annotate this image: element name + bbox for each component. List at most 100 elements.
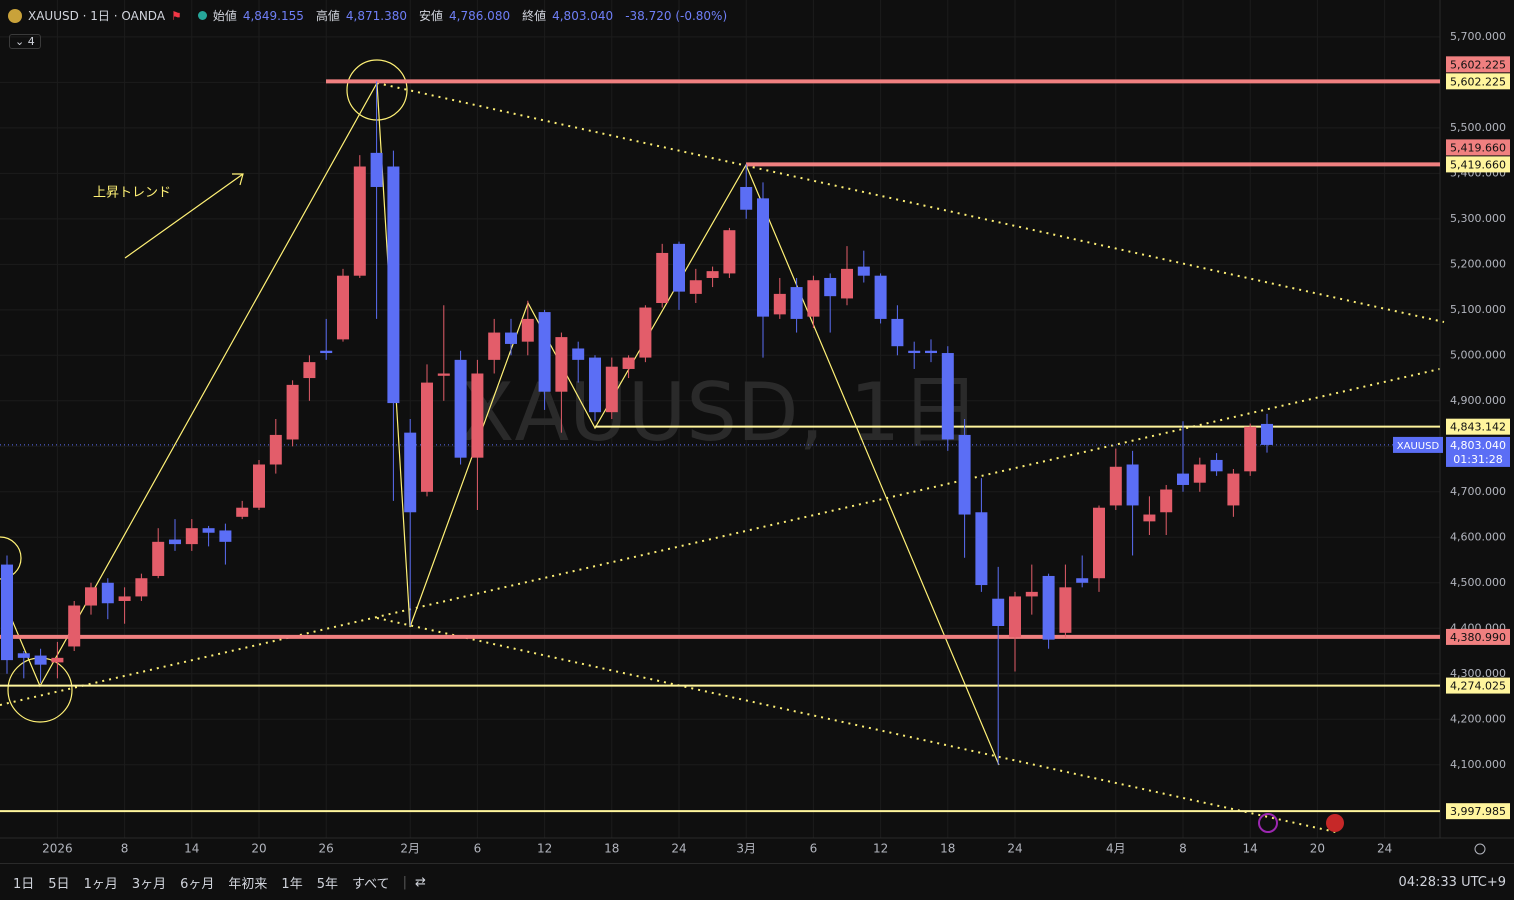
indicator-count: 4	[27, 35, 35, 48]
y-tick-label: 4,100.000	[1450, 758, 1506, 771]
y-tick-label: 4,500.000	[1450, 576, 1506, 589]
y-tick-label: 4,600.000	[1450, 530, 1506, 543]
candle-body	[152, 541, 165, 576]
value: 4,786.080	[449, 8, 511, 23]
range-button[interactable]: 3ヶ月	[131, 876, 167, 892]
separator: |	[402, 874, 407, 890]
indicator-toggle[interactable]: ⌄ 4	[9, 34, 41, 49]
toolbar: 1日 5日 1ヶ月 3ヶ月 6ヶ月 年初来 1年 5年 すべて | ⇄ 04:28:33 UTC+9	[0, 863, 1514, 900]
candle-body	[656, 252, 669, 303]
candle-body	[219, 530, 232, 542]
candle-body	[253, 464, 265, 508]
candle-body	[101, 582, 114, 604]
candle-body	[975, 512, 988, 586]
candle-body	[740, 186, 753, 210]
candle-body	[353, 166, 366, 276]
value: 4,803.040	[552, 8, 614, 23]
x-tick-label: 26	[319, 842, 334, 856]
range-button[interactable]: 1年	[281, 876, 303, 892]
candle-body	[1093, 507, 1105, 579]
x-tick-label: 8	[121, 842, 129, 856]
range-button[interactable]: 6ヶ月	[180, 876, 215, 892]
candle-body	[572, 348, 585, 360]
candle-body	[1009, 596, 1021, 638]
candle-body	[925, 350, 937, 354]
candle-body	[34, 655, 47, 665]
price-tag-label: 5,419.660	[1450, 141, 1506, 154]
price-tag	[1446, 56, 1510, 73]
candle-body	[505, 332, 517, 344]
candle-body	[689, 280, 702, 294]
candle-body	[589, 357, 601, 413]
x-tick-label: 2月	[400, 842, 420, 856]
plot-background	[0, 0, 1440, 838]
range-button[interactable]: 5日	[48, 876, 70, 892]
header: XAUUSD · 1日 · OANDA ⚑ 始値 4,849.155 高値 4,87…	[8, 7, 733, 24]
range-button[interactable]: すべて	[351, 876, 390, 892]
change: -38.720 (-0.80%)	[625, 8, 728, 23]
candle-body	[1177, 473, 1189, 485]
range-button[interactable]: 1ヶ月	[83, 876, 118, 892]
x-tick-label: 18	[604, 842, 619, 856]
candle-body	[17, 653, 30, 658]
event-icon[interactable]	[1326, 814, 1344, 832]
x-tick-label: 20	[1310, 842, 1325, 856]
candle-body	[135, 578, 148, 597]
y-tick-label: 5,100.000	[1450, 303, 1506, 316]
candle-body	[286, 384, 299, 440]
price-tag	[1446, 418, 1510, 435]
range-group: 1日 5日 1ヶ月 3ヶ月 6ヶ月 年初来 1年 5年 すべて	[0, 873, 397, 892]
candle-body	[992, 598, 1005, 626]
candle-body	[757, 198, 769, 317]
candle-body	[437, 373, 450, 376]
price-tag	[1446, 677, 1510, 694]
arrow-head	[232, 173, 244, 186]
label: 始値	[212, 9, 237, 23]
candle-body	[236, 507, 249, 517]
settings-icon[interactable]	[1474, 843, 1486, 855]
event-icon[interactable]	[1258, 813, 1278, 833]
date-range-icon[interactable]: ⇄	[414, 874, 426, 890]
zigzag	[11, 80, 1000, 766]
candle-body	[471, 373, 484, 458]
y-tick-label: 5,700.000	[1450, 30, 1506, 43]
symbol[interactable]: XAUUSD · 1日 · OANDA	[28, 9, 166, 23]
x-tick-label: 14	[184, 842, 199, 856]
candle-body	[538, 312, 551, 392]
candle-body	[605, 366, 618, 413]
label: 終値	[522, 9, 547, 23]
price-tag	[1446, 436, 1510, 467]
candle-body	[639, 307, 652, 358]
flag[interactable]: ⚑	[171, 8, 182, 23]
x-tick-label: 12	[537, 842, 552, 856]
x-tick-label: 3月	[736, 842, 756, 856]
candle-body	[857, 266, 870, 276]
arrow	[124, 173, 244, 259]
clock: 04:28:33 UTC+9	[1398, 874, 1506, 890]
candle-body	[622, 357, 635, 369]
price-tag	[1446, 803, 1510, 820]
candle-body	[807, 280, 820, 317]
candle-body	[118, 596, 131, 601]
range-button[interactable]: 5年	[316, 876, 338, 892]
price-tag-label: 4,274.025	[1450, 680, 1506, 693]
y-tick-label: 5,300.000	[1450, 212, 1506, 225]
y-tick-label: 4,200.000	[1450, 712, 1506, 725]
candle-body	[185, 528, 198, 545]
range-button[interactable]: 年初来	[228, 876, 268, 892]
candle-body	[421, 382, 433, 492]
candle-body	[824, 277, 837, 297]
price-tag-symbol: XAUUSD	[1397, 441, 1440, 452]
candle-body	[85, 587, 97, 606]
price-tag-label: 4,380.990	[1450, 631, 1506, 644]
candle-body	[303, 362, 316, 379]
range-button[interactable]: 1日	[13, 876, 35, 892]
candle-body	[1143, 514, 1156, 522]
candle-body	[891, 318, 904, 347]
x-tick-label: 14	[1243, 842, 1258, 856]
circle	[0, 536, 22, 580]
candle-body	[1042, 575, 1055, 640]
x-tick-label: 12	[873, 842, 888, 856]
